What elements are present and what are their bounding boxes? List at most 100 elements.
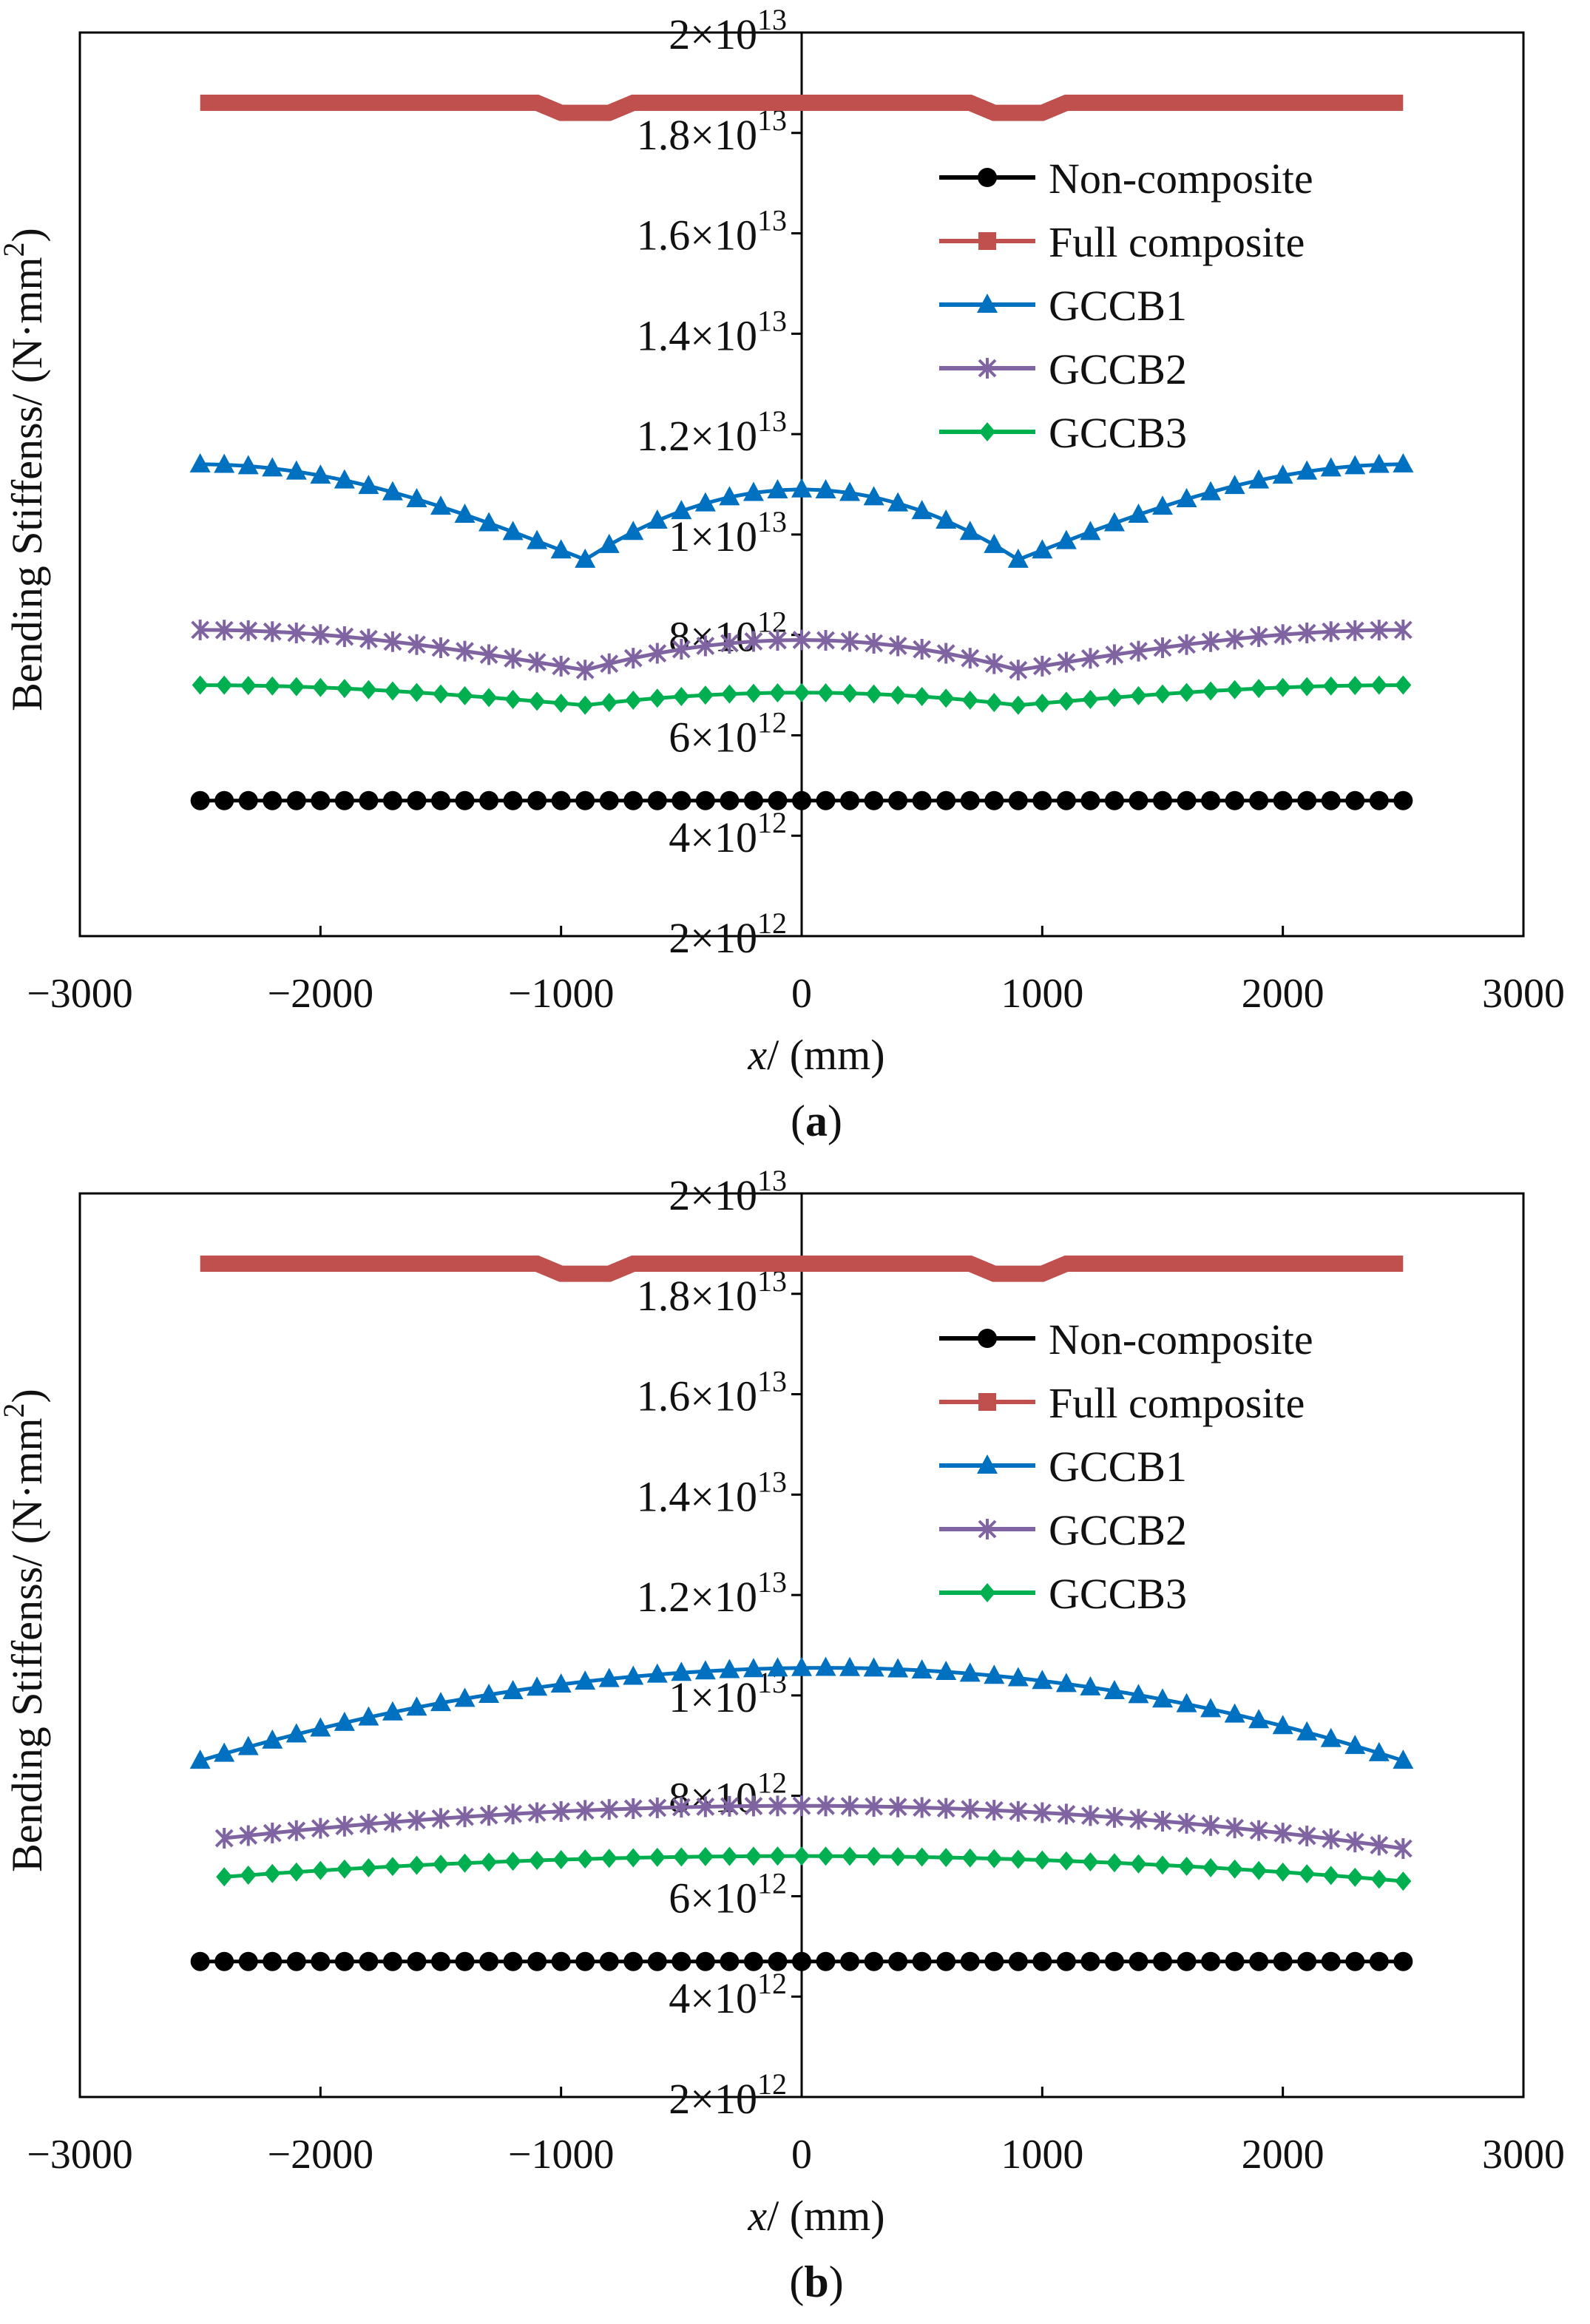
- data-point-non_composite: [695, 790, 715, 810]
- data-point-gccb1: [1152, 1688, 1173, 1708]
- data-point-gccb1: [719, 486, 740, 506]
- data-point-non_composite: [864, 790, 884, 810]
- data-point-gccb1: [502, 1679, 524, 1699]
- data-point-non_composite: [1104, 1951, 1124, 1971]
- data-point-non_composite: [599, 790, 619, 810]
- data-point-gccb1: [1080, 521, 1101, 541]
- data-point-gccb3: [264, 676, 281, 696]
- x-tick-label: 0: [791, 2132, 812, 2178]
- y-tick-label: 2×1013: [669, 1164, 787, 1219]
- data-point-gccb1: [1200, 481, 1222, 501]
- data-point-gccb3: [865, 684, 882, 704]
- data-point-non_composite: [527, 1951, 547, 1971]
- data-point-gccb1: [1152, 495, 1173, 515]
- data-point-non_composite: [816, 790, 836, 810]
- data-point-gccb1: [406, 1696, 427, 1716]
- legend-item-gccb3: GCCB3: [939, 409, 1187, 457]
- data-point-gccb1: [1007, 1667, 1029, 1687]
- data-point-gccb2: [552, 655, 571, 677]
- data-point-gccb3: [938, 1848, 955, 1868]
- chart-panel-a: −3000 −2000 −1000 0 1000 2000 3000 2×1012 4×1012…: [0, 3, 1565, 1145]
- data-point-gccb3: [1226, 680, 1243, 699]
- series-gccb3: [192, 675, 1412, 715]
- data-point-non_composite: [912, 790, 932, 810]
- data-point-gccb3: [1082, 1852, 1099, 1871]
- data-point-non_composite: [286, 790, 306, 810]
- data-point-non_composite: [1201, 1951, 1221, 1971]
- data-point-gccb3: [240, 1865, 257, 1885]
- data-point-gccb1: [237, 1735, 259, 1755]
- data-point-gccb1: [1320, 457, 1342, 477]
- data-point-non_composite: [190, 1951, 210, 1971]
- data-point-gccb3: [673, 686, 690, 706]
- data-point-gccb3: [1058, 1851, 1075, 1871]
- data-point-gccb1: [1393, 1749, 1414, 1769]
- data-point-gccb2: [671, 1797, 691, 1818]
- legend-item-non_composite: Non-composite: [939, 1315, 1313, 1363]
- data-point-gccb3: [961, 1848, 978, 1868]
- data-point-gccb2: [335, 1815, 354, 1837]
- data-point-gccb2: [696, 1796, 715, 1817]
- data-point-gccb1: [1344, 455, 1366, 475]
- data-point-gccb2: [335, 626, 354, 648]
- data-point-gccb3: [745, 1846, 762, 1866]
- data-point-gccb1: [406, 488, 427, 508]
- data-point-non_composite: [816, 1951, 836, 1971]
- data-point-gccb1: [1176, 488, 1197, 508]
- data-point-non_composite: [503, 1951, 523, 1971]
- data-point-gccb1: [936, 509, 957, 529]
- data-point-non_composite: [1104, 790, 1124, 810]
- data-point-gccb2: [527, 651, 547, 673]
- data-point-gccb3: [1106, 688, 1123, 708]
- data-point-gccb1: [984, 533, 1005, 553]
- data-point-gccb2: [1032, 655, 1052, 677]
- data-point-gccb1: [1248, 469, 1270, 489]
- data-point-gccb1: [575, 548, 596, 568]
- data-point-gccb2: [214, 1828, 234, 1849]
- data-point-gccb3: [794, 1846, 810, 1866]
- data-point-gccb3: [890, 1847, 907, 1867]
- x-tick-label: −3000: [27, 2132, 133, 2178]
- data-point-non_composite: [527, 790, 547, 810]
- data-point-gccb2: [984, 1800, 1004, 1821]
- data-point-non_composite: [1297, 1951, 1317, 1971]
- data-point-gccb3: [216, 675, 233, 695]
- data-point-gccb2: [1225, 1817, 1245, 1839]
- data-point-gccb1: [454, 1687, 476, 1707]
- data-point-gccb2: [456, 640, 474, 662]
- data-point-gccb3: [625, 1848, 642, 1868]
- data-point-gccb2: [816, 629, 835, 651]
- data-point-non_composite: [1225, 790, 1245, 810]
- data-point-gccb3: [336, 679, 353, 699]
- data-point-gccb2: [359, 1813, 378, 1835]
- data-point-gccb3: [529, 1851, 546, 1871]
- y-tick-label: 6×1012: [669, 705, 787, 761]
- data-point-non_composite: [1008, 1951, 1028, 1971]
- data-point-gccb3: [1202, 1857, 1219, 1877]
- data-point-gccb1: [285, 460, 307, 480]
- data-point-non_composite: [1393, 1951, 1413, 1971]
- data-point-gccb3: [794, 682, 810, 702]
- data-point-gccb1: [767, 478, 788, 498]
- data-point-gccb1: [1103, 1679, 1125, 1699]
- data-point-gccb3: [1058, 691, 1075, 711]
- data-point-gccb2: [479, 1805, 498, 1826]
- data-point-non_composite: [960, 1951, 980, 1971]
- legend-label: Non-composite: [1049, 1315, 1313, 1363]
- data-point-gccb2: [1129, 1809, 1148, 1830]
- data-point-gccb3: [577, 695, 594, 715]
- data-point-non_composite: [214, 790, 234, 810]
- data-point-gccb3: [1082, 689, 1099, 709]
- data-point-non_composite: [912, 1951, 932, 1971]
- data-point-gccb3: [913, 686, 930, 706]
- data-point-gccb3: [721, 684, 738, 704]
- x-tick-label: −1000: [508, 971, 615, 1017]
- data-point-gccb2: [383, 1812, 402, 1833]
- series-gccb1: [189, 1656, 1414, 1769]
- data-point-gccb2: [1177, 634, 1196, 655]
- data-point-non_composite: [936, 1951, 956, 1971]
- data-point-gccb3: [1130, 685, 1147, 705]
- data-point-gccb2: [816, 1795, 835, 1817]
- data-point-gccb3: [865, 1846, 882, 1866]
- data-point-gccb3: [721, 1846, 738, 1866]
